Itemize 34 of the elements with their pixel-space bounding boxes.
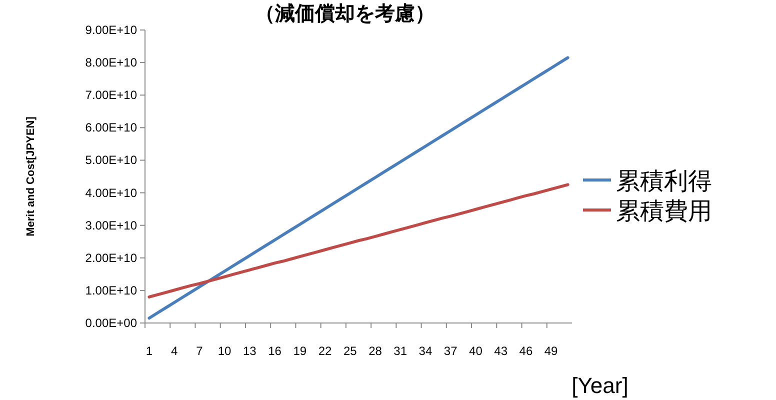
y-tick-label: 0.00E+00	[85, 316, 138, 330]
y-tick-label: 1.00E+10	[85, 283, 138, 298]
y-tick-label: 8.00E+10	[85, 56, 138, 70]
x-tick-label: 4	[170, 344, 178, 358]
x-tick-label: 13	[242, 344, 257, 358]
y-tick-label: 5.00E+10	[85, 153, 138, 168]
line-series	[148, 183, 570, 298]
y-axis-title: Merit and Cost[JPYEN]	[25, 116, 37, 236]
x-tick-label: 46	[519, 344, 533, 358]
x-axis-title: [Year]	[572, 373, 628, 398]
x-tick-label: 49	[544, 344, 558, 358]
x-tick-label: 16	[268, 344, 282, 358]
legend-label: 累積費用	[616, 198, 712, 225]
chart-title: （減価償却を考慮）	[255, 3, 435, 25]
x-tick-label: 37	[444, 344, 458, 358]
x-tick-label: 1	[146, 344, 153, 358]
x-tick-label: 31	[394, 344, 408, 358]
x-tick-label: 28	[368, 344, 382, 358]
y-tick-label: 4.00E+10	[85, 186, 138, 200]
x-tick-label: 10	[218, 344, 232, 358]
y-tick-label: 9.00E+10	[85, 23, 138, 37]
y-tick-label: 7.00E+10	[85, 88, 138, 102]
line-series	[148, 56, 570, 320]
x-tick-label: 34	[418, 344, 432, 358]
x-tick-label: 19	[293, 344, 307, 358]
x-tick-label: 25	[343, 344, 358, 358]
x-tick-label: 43	[494, 344, 508, 358]
x-tick-label: 22	[318, 344, 332, 358]
x-tick-label: 40	[469, 344, 483, 358]
x-tick-label: 7	[196, 344, 204, 358]
y-tick-label: 6.00E+10	[85, 120, 138, 135]
y-tick-label: 3.00E+10	[85, 218, 138, 232]
y-tick-label: 2.00E+10	[85, 250, 138, 265]
legend-label: 累積利得	[616, 168, 712, 195]
